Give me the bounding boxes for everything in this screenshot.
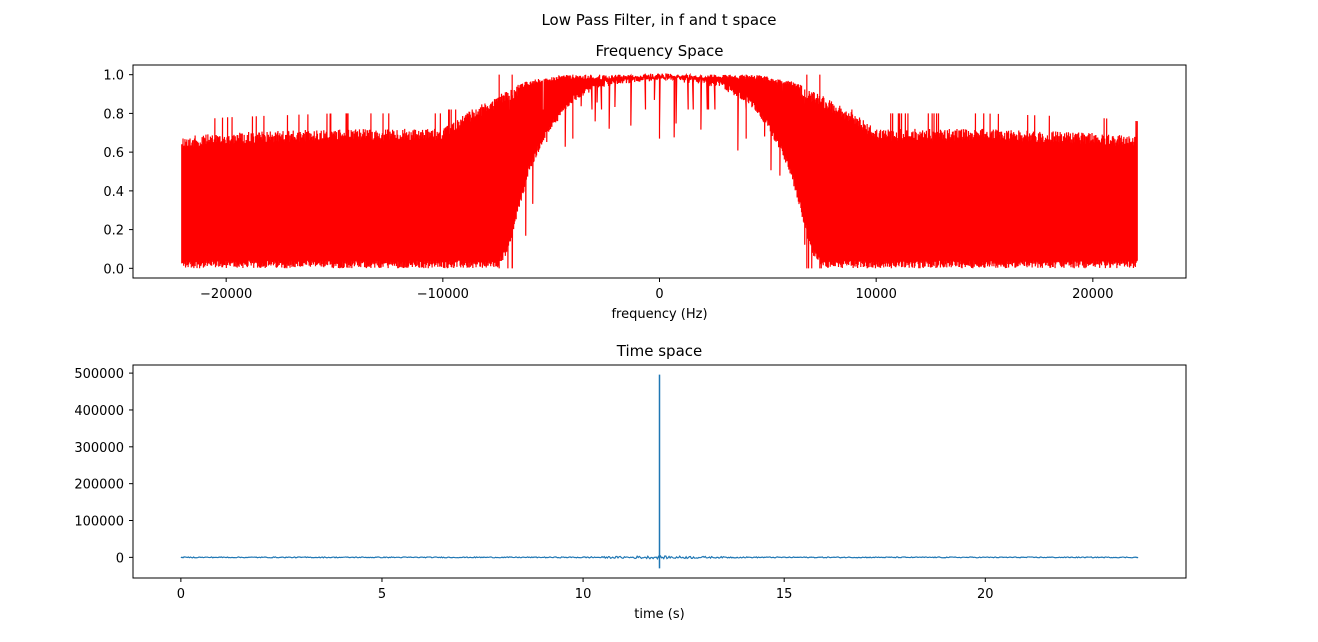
time-xtick-label: 15 [776,587,793,602]
time-xtick-label: 5 [378,587,386,602]
frequency-chart-title: Frequency Space [596,42,724,60]
time-ytick-label: 0 [116,551,124,566]
time-xtick-label: 0 [177,587,185,602]
time-xlabel: time (s) [634,607,684,622]
frequency-xtick-label: −10000 [417,287,469,302]
time-axes-frame [132,364,1187,579]
frequency-ytick-label: 0.4 [103,185,124,200]
frequency-xtick-label: 20000 [1072,287,1113,302]
time-axes: Time space 0 5 10 15 20 0 100000 200000 300000 400… [74,342,1187,622]
frequency-ytick-label: 1.0 [103,69,124,84]
frequency-xtick-label: 10000 [855,287,896,302]
frequency-ytick-label: 0.2 [103,224,124,239]
frequency-xlabel: frequency (Hz) [611,307,707,322]
time-ytick-label: 200000 [74,478,124,493]
time-xtick-label: 10 [575,587,592,602]
time-ytick-label: 400000 [74,404,124,419]
time-ytick-label: 100000 [74,515,124,530]
time-xtick-label: 20 [977,587,994,602]
time-ytick-label: 500000 [74,367,124,382]
frequency-series-line [181,72,1138,269]
figure-suptitle: Low Pass Filter, in f and t space [541,11,776,29]
frequency-xtick-label: 0 [655,287,663,302]
frequency-ytick-label: 0.0 [103,262,124,277]
frequency-ytick-label: 0.8 [103,107,124,122]
frequency-ytick-label: 0.6 [103,146,124,161]
time-chart-title: Time space [616,342,702,360]
time-ytick-label: 300000 [74,441,124,456]
frequency-xtick-label: −20000 [200,287,252,302]
frequency-axes: Frequency Space −20000 −10000 0 10000 20000 0.… [103,42,1187,322]
